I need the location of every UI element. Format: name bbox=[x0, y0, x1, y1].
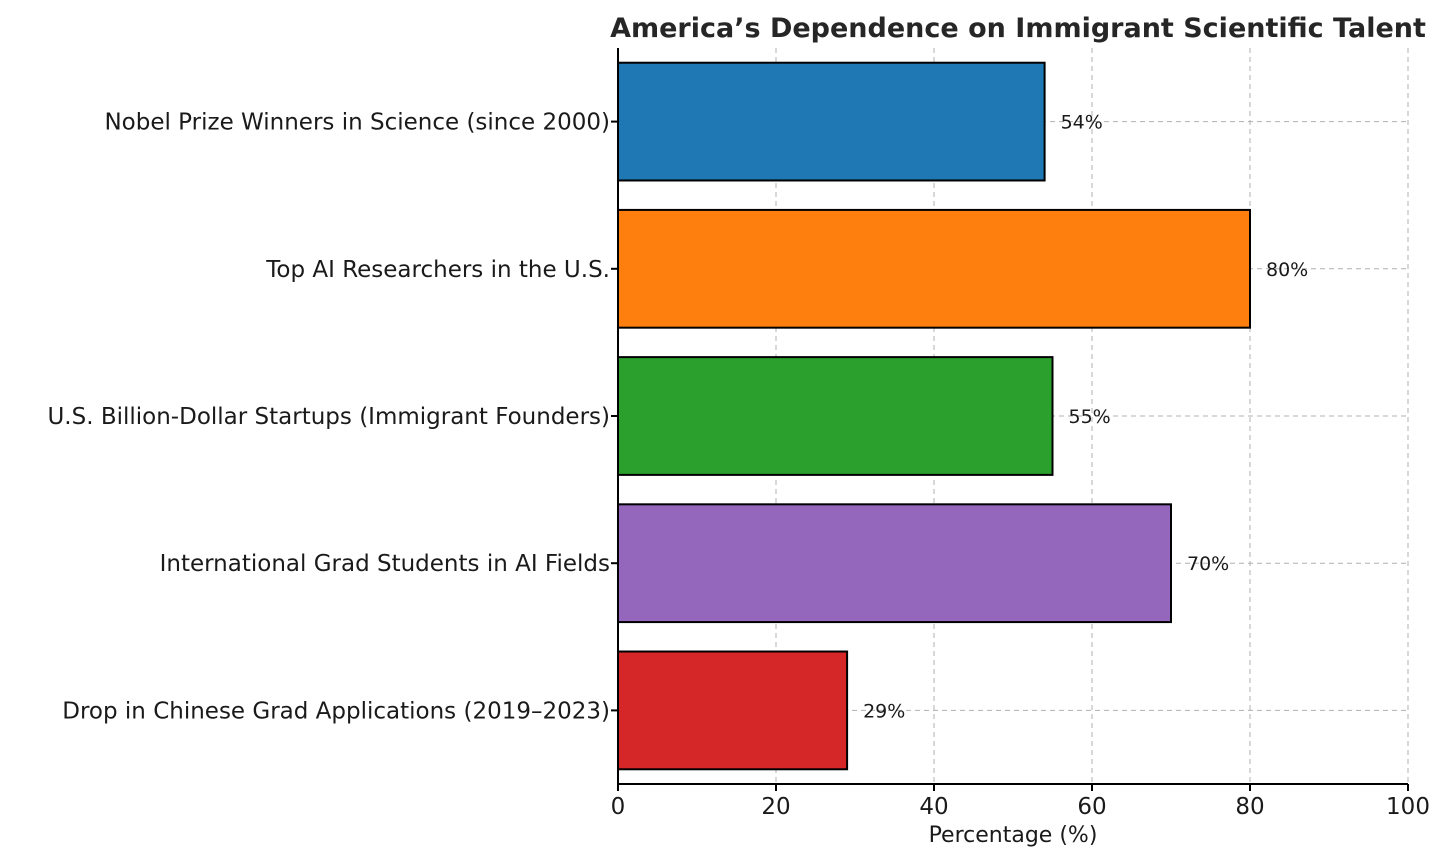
category-label: U.S. Billion-Dollar Startups (Immigrant … bbox=[47, 404, 610, 430]
value-label: 54% bbox=[1061, 112, 1103, 134]
category-label: Top AI Researchers in the U.S. bbox=[265, 257, 610, 283]
bar bbox=[617, 61, 1046, 182]
x-axis-title: Percentage (%) bbox=[929, 823, 1098, 848]
value-label: 70% bbox=[1187, 553, 1229, 575]
x-tick-label: 60 bbox=[1077, 794, 1106, 820]
value-label: 29% bbox=[863, 700, 905, 722]
category-labels: Nobel Prize Winners in Science (since 20… bbox=[47, 110, 610, 725]
x-tick-label: 0 bbox=[611, 794, 626, 820]
value-label: 80% bbox=[1266, 259, 1308, 281]
bar bbox=[617, 503, 1172, 624]
chart-title: America’s Dependence on Immigrant Scient… bbox=[610, 13, 1426, 44]
value-labels: 54% 80% 55% 70% 29% bbox=[863, 112, 1308, 723]
x-tick-label: 20 bbox=[761, 794, 790, 820]
bar bbox=[617, 356, 1054, 476]
value-label: 55% bbox=[1069, 406, 1111, 428]
x-tick-label: 80 bbox=[1235, 794, 1264, 820]
bar bbox=[617, 208, 1251, 329]
category-label: Nobel Prize Winners in Science (since 20… bbox=[104, 110, 610, 136]
category-label: Drop in Chinese Grad Applications (2019–… bbox=[62, 698, 610, 724]
bars bbox=[617, 61, 1251, 771]
bar bbox=[617, 650, 849, 771]
x-tick-label: 40 bbox=[919, 794, 948, 820]
x-ticks: 0 20 40 60 80 100 bbox=[611, 120, 1430, 820]
x-tick-label: 100 bbox=[1386, 794, 1430, 820]
category-label: International Grad Students in AI Fields bbox=[160, 551, 610, 577]
